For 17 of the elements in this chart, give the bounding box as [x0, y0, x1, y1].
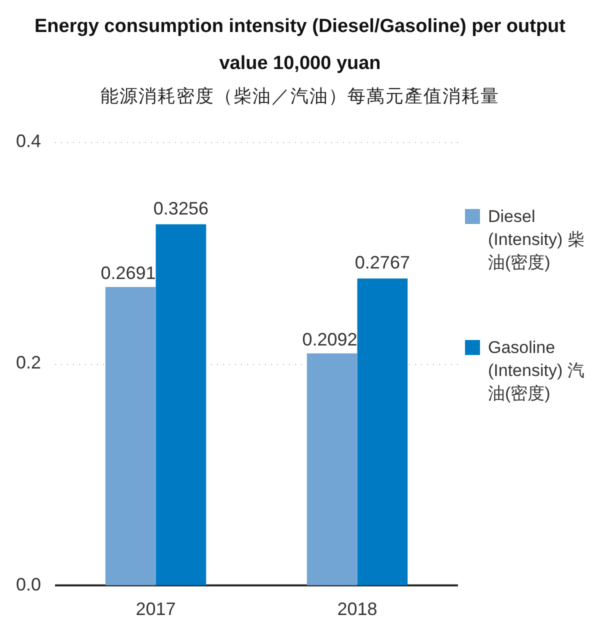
data-label: 0.2691 [100, 262, 156, 283]
data-label: 0.2767 [354, 252, 410, 273]
chart-title: Energy consumption intensity (Diesel/Gasoline) per output value 10,000 yuan [33, 15, 566, 76]
x-tick-label: 2017 [136, 599, 176, 620]
x-tick-label: 2018 [337, 599, 378, 620]
y-tick-label: 0.0 [16, 574, 42, 594]
legend-label: Gasoline (Intensity) 汽油(密度) [488, 337, 586, 405]
bar [156, 224, 206, 586]
y-tick-label: 0.2 [16, 352, 42, 373]
bar [105, 286, 156, 586]
legend-label: Diesel (Intensity) 柴油(密度) [488, 206, 586, 274]
data-label: 0.2092 [302, 329, 358, 350]
chart-subtitle: 能源消耗密度（柴油／汽油）每萬元產值消耗量 [100, 85, 500, 108]
bar [357, 278, 408, 586]
data-label: 0.3256 [153, 198, 208, 218]
bar [306, 353, 358, 586]
y-tick-label: 0.4 [16, 130, 42, 151]
